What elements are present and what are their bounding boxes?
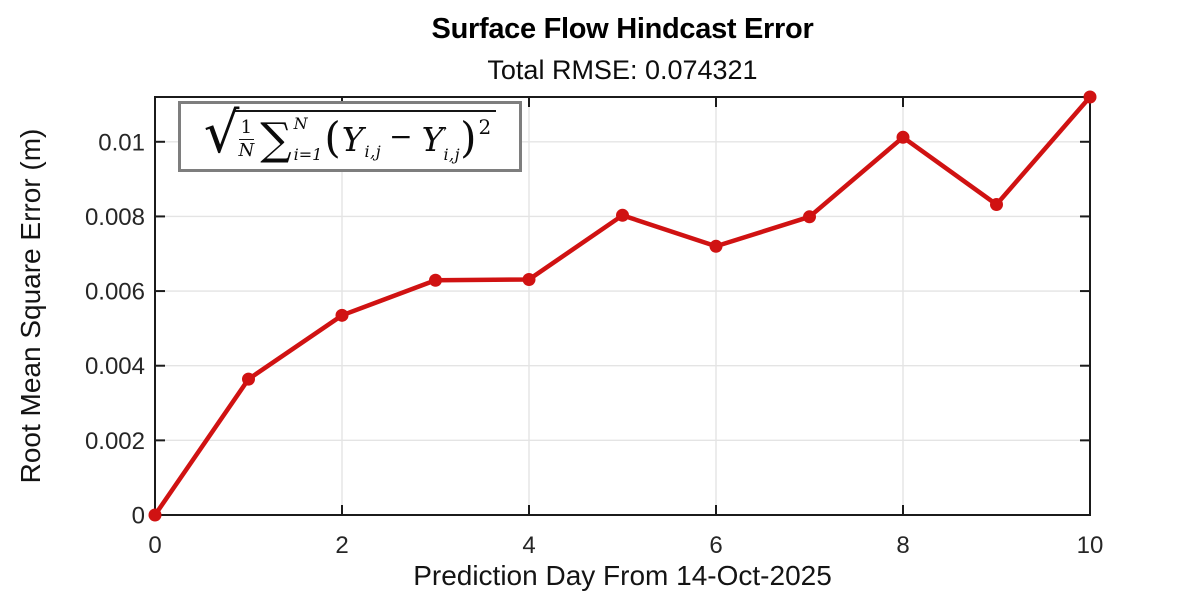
fraction-denominator: N bbox=[238, 140, 255, 161]
formula-radicand: 1 N ∑ N i=1 ( Y i,j − Y ′ i,j ) 2 bbox=[234, 110, 497, 165]
summation-limits: N i=1 bbox=[294, 116, 323, 163]
data-point-day-7 bbox=[803, 210, 816, 224]
data-point-day-0 bbox=[148, 508, 162, 522]
data-point-day-2 bbox=[335, 308, 349, 322]
squared-exponent: 2 bbox=[478, 114, 492, 139]
x-tick-label: 6 bbox=[709, 532, 722, 559]
axes-frame bbox=[154, 96, 1091, 516]
summation-upper-limit: N bbox=[293, 114, 308, 133]
y-tick-label: 0.006 bbox=[85, 279, 145, 306]
data-point-day-1 bbox=[242, 372, 255, 386]
data-point-day-9 bbox=[990, 197, 1003, 211]
variable-y-subscript: i,j bbox=[364, 141, 382, 161]
y-tick-label: 0 bbox=[132, 503, 145, 530]
data-point-day-10 bbox=[1083, 90, 1097, 104]
x-tick-label: 2 bbox=[335, 532, 348, 559]
summation-sign: ∑ bbox=[260, 113, 292, 165]
data-point-day-4 bbox=[522, 273, 536, 287]
x-tick-label: 0 bbox=[148, 532, 161, 559]
x-tick-label: 8 bbox=[896, 532, 909, 559]
y-tick-label: 0.01 bbox=[98, 129, 145, 156]
y-tick-label: 0.004 bbox=[85, 353, 145, 380]
fraction-numerator: 1 bbox=[238, 117, 255, 140]
data-point-day-6 bbox=[709, 239, 723, 253]
prime-and-subscript: ′ i,j bbox=[443, 124, 461, 164]
y-tick-label: 0.008 bbox=[85, 204, 145, 231]
radical-sign: √ bbox=[203, 100, 240, 166]
x-tick-label: 10 bbox=[1077, 532, 1104, 559]
minus-operator: − bbox=[389, 119, 413, 153]
formula-fraction: 1 N bbox=[238, 117, 255, 161]
chart-title: Surface Flow Hindcast Error bbox=[431, 13, 814, 45]
x-axis-label: Prediction Day From 14-Oct-2025 bbox=[413, 560, 832, 591]
open-paren: ( bbox=[324, 112, 341, 162]
chart-subtitle: Total RMSE: 0.074321 bbox=[487, 55, 758, 85]
y-axis-label: Root Mean Square Error (m) bbox=[15, 128, 46, 484]
rmse-formula: √ 1 N ∑ N i=1 ( Y i,j − Y ′ i,j bbox=[203, 100, 497, 166]
close-paren: ) bbox=[460, 112, 477, 162]
rmse-formula-box: √ 1 N ∑ N i=1 ( Y i,j − Y ′ i,j bbox=[178, 101, 522, 172]
data-point-day-5 bbox=[616, 208, 629, 222]
data-point-day-3 bbox=[429, 273, 442, 287]
variable-y-prime: Y bbox=[421, 120, 444, 159]
variable-y: Y bbox=[341, 120, 364, 159]
summation-lower-limit: i=1 bbox=[293, 145, 323, 164]
data-point-day-8 bbox=[896, 130, 910, 144]
variable-y-prime-subscript: i,j bbox=[443, 144, 461, 164]
prime-mark: ′ bbox=[443, 124, 448, 143]
x-tick-label: 4 bbox=[522, 532, 535, 559]
y-tick-label: 0.002 bbox=[85, 428, 145, 455]
